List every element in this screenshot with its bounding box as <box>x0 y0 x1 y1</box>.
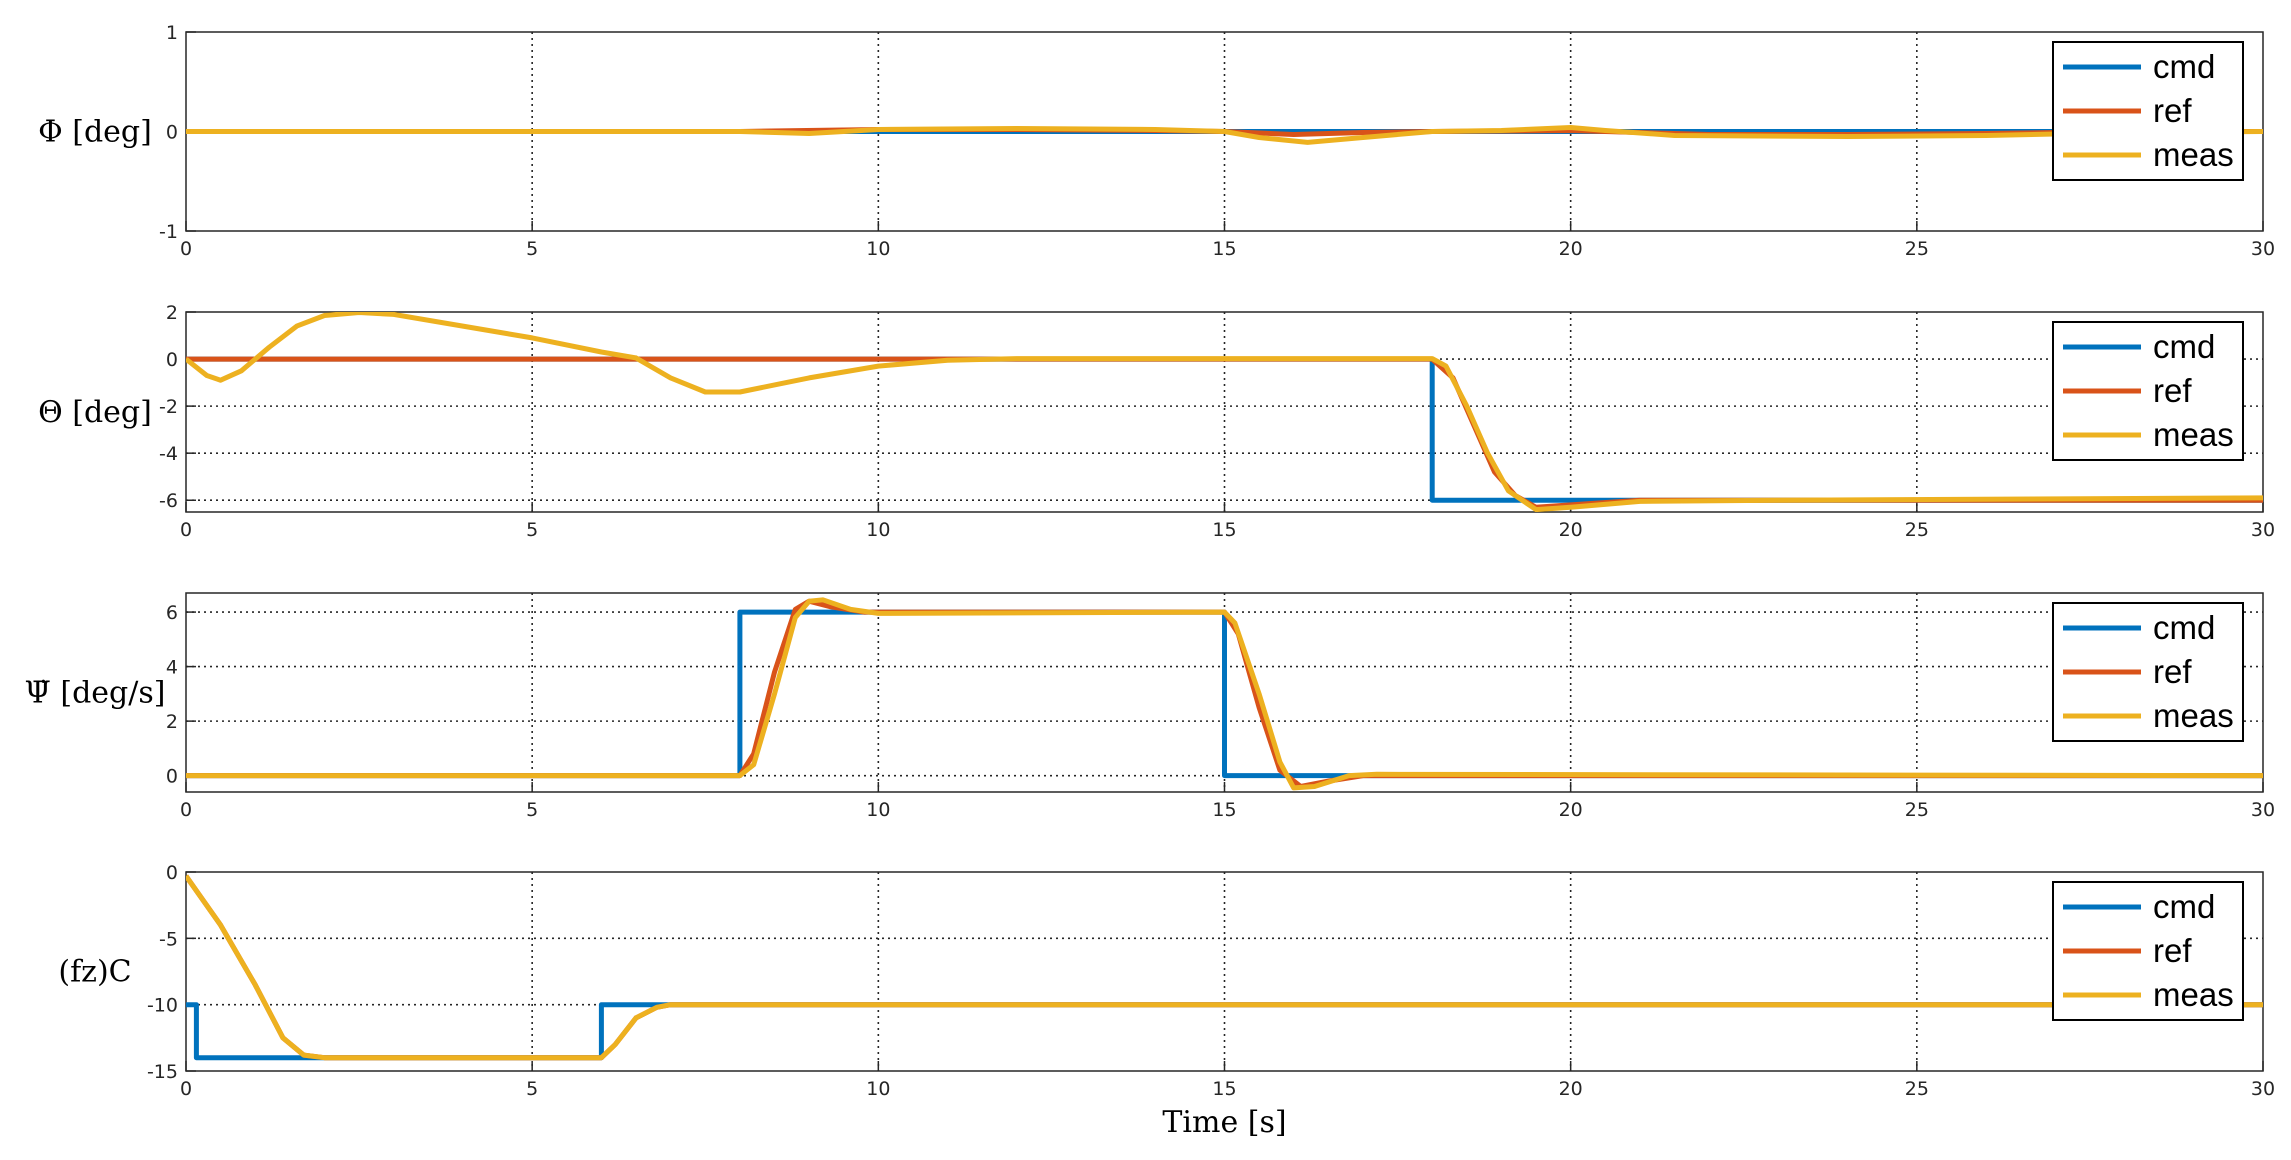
x-tick-label: 0 <box>180 799 192 821</box>
y-tick-label: 2 <box>166 711 178 733</box>
x-tick-label: 25 <box>1905 799 1929 821</box>
y-tick-label: 0 <box>166 122 178 144</box>
legend-entry-cmd: cmd <box>2153 888 2215 925</box>
legend-entry-cmd: cmd <box>2153 609 2215 646</box>
x-tick-label: 15 <box>1212 519 1236 541</box>
axes-box <box>185 311 2264 513</box>
x-tick-label: 10 <box>866 519 890 541</box>
legend: cmd ref meas <box>2052 41 2244 181</box>
legend: cmd ref meas <box>2052 881 2244 1021</box>
x-axis-label: Time [s] <box>1162 1105 1286 1140</box>
series-line-meas <box>186 312 2263 512</box>
x-tick-label: 30 <box>2251 799 2275 821</box>
x-tick-label: 30 <box>2251 238 2275 260</box>
subplot-4: 0 5 10 15 20 25 30 -15 -10 -5 0 (fz)C cmd ref meas Time… <box>58 862 2275 1140</box>
x-tick-label: 15 <box>1212 799 1236 821</box>
legend-entry-ref: ref <box>2153 92 2192 129</box>
x-tick-label: 10 <box>866 238 890 260</box>
legend-entry-meas: meas <box>2153 976 2234 1013</box>
x-tick-label: 0 <box>180 1078 192 1100</box>
legend-entry-ref: ref <box>2153 653 2192 690</box>
y-axis-label: (fz)C <box>58 955 131 990</box>
legend-entry-ref: ref <box>2153 932 2192 969</box>
series-line-meas <box>186 597 2263 791</box>
subplot-2: 0 5 10 15 20 25 30 -6 -4 -2 0 2 Θ [deg] cmd ref meas <box>38 302 2275 541</box>
x-tick-label: 10 <box>866 799 890 821</box>
legend-entry-meas: meas <box>2153 136 2234 173</box>
x-tick-label: 20 <box>1559 799 1583 821</box>
y-tick-label: 4 <box>166 657 178 679</box>
y-tick-label: 0 <box>166 862 178 884</box>
x-tick-label: 15 <box>1212 1078 1236 1100</box>
y-axis-label: Ψ̇ [deg/s] <box>25 676 166 711</box>
axes-box <box>185 871 2264 1072</box>
series-line-meas <box>186 125 2263 145</box>
legend-entry-ref: ref <box>2153 372 2192 409</box>
x-tick-label: 30 <box>2251 519 2275 541</box>
x-tick-label: 15 <box>1212 238 1236 260</box>
y-axis-label: Φ [deg] <box>38 115 152 150</box>
x-tick-label: 25 <box>1905 519 1929 541</box>
legend: cmd ref meas <box>2052 602 2244 742</box>
legend-entry-cmd: cmd <box>2153 328 2215 365</box>
x-tick-label: 25 <box>1905 238 1929 260</box>
legend: cmd ref meas <box>2052 321 2244 461</box>
y-tick-label: -5 <box>159 928 178 950</box>
x-tick-label: 25 <box>1905 1078 1929 1100</box>
y-tick-label: -15 <box>147 1061 178 1083</box>
x-tick-label: 5 <box>526 1078 538 1100</box>
x-tick-label: 0 <box>180 238 192 260</box>
x-tick-label: 20 <box>1559 519 1583 541</box>
subplot-3: 0 5 10 15 20 25 30 0 2 4 6 Ψ̇ [deg/s] cmd ref meas <box>25 592 2275 821</box>
y-tick-label: -1 <box>159 221 178 243</box>
y-axis-label: Θ [deg] <box>38 395 152 430</box>
x-tick-label: 0 <box>180 519 192 541</box>
legend-entry-meas: meas <box>2153 416 2234 453</box>
y-tick-label: -4 <box>159 443 178 465</box>
legend-entry-meas: meas <box>2153 697 2234 734</box>
y-tick-label: -10 <box>147 995 178 1017</box>
y-tick-label: 2 <box>166 302 178 324</box>
x-tick-label: 20 <box>1559 238 1583 260</box>
y-tick-label: 0 <box>166 349 178 371</box>
y-tick-label: 1 <box>166 22 178 44</box>
y-tick-label: 6 <box>166 602 178 624</box>
y-tick-label: 0 <box>166 766 178 788</box>
y-tick-label: -6 <box>159 490 178 512</box>
legend-entry-cmd: cmd <box>2153 48 2215 85</box>
series-line-meas <box>186 874 2263 1061</box>
x-tick-label: 5 <box>526 238 538 260</box>
x-tick-label: 30 <box>2251 1078 2275 1100</box>
x-tick-label: 5 <box>526 519 538 541</box>
x-tick-label: 5 <box>526 799 538 821</box>
y-tick-label: -2 <box>159 396 178 418</box>
x-tick-label: 10 <box>866 1078 890 1100</box>
x-tick-label: 20 <box>1559 1078 1583 1100</box>
